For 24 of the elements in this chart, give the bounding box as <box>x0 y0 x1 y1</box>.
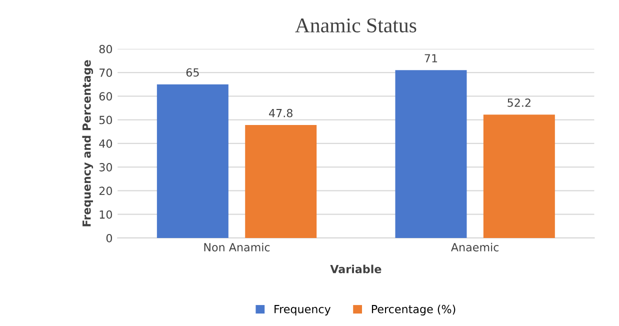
x-tick-label: Non Anamic <box>204 242 270 252</box>
y-tick-label: 50 <box>99 116 112 124</box>
data-label: 65 <box>186 68 199 77</box>
bar <box>395 70 467 238</box>
y-tick-label: 30 <box>99 163 112 172</box>
chart-title: Anamic Status <box>295 18 416 32</box>
bar <box>156 84 228 238</box>
bar <box>483 114 555 238</box>
legend-label: Frequency <box>274 305 331 316</box>
y-axis-title: Frequency and Percentage <box>82 60 94 226</box>
y-tick-label: 0 <box>106 234 112 242</box>
y-tick-label: 80 <box>99 44 112 54</box>
x-tick-label: Anaemic <box>451 242 499 252</box>
y-tick-label: 60 <box>99 92 112 101</box>
data-label: 47.8 <box>269 108 292 118</box>
data-label: 71 <box>424 54 438 62</box>
y-tick-label: 40 <box>99 139 112 148</box>
y-tick-label: 70 <box>100 68 112 77</box>
bar <box>245 125 317 238</box>
y-tick-label: 20 <box>99 186 112 196</box>
y-tick-label: 10 <box>100 210 112 219</box>
data-label: 52.2 <box>508 98 530 107</box>
legend-label: Percentage (%) <box>372 304 456 316</box>
x-axis-title: Variable <box>330 264 382 274</box>
